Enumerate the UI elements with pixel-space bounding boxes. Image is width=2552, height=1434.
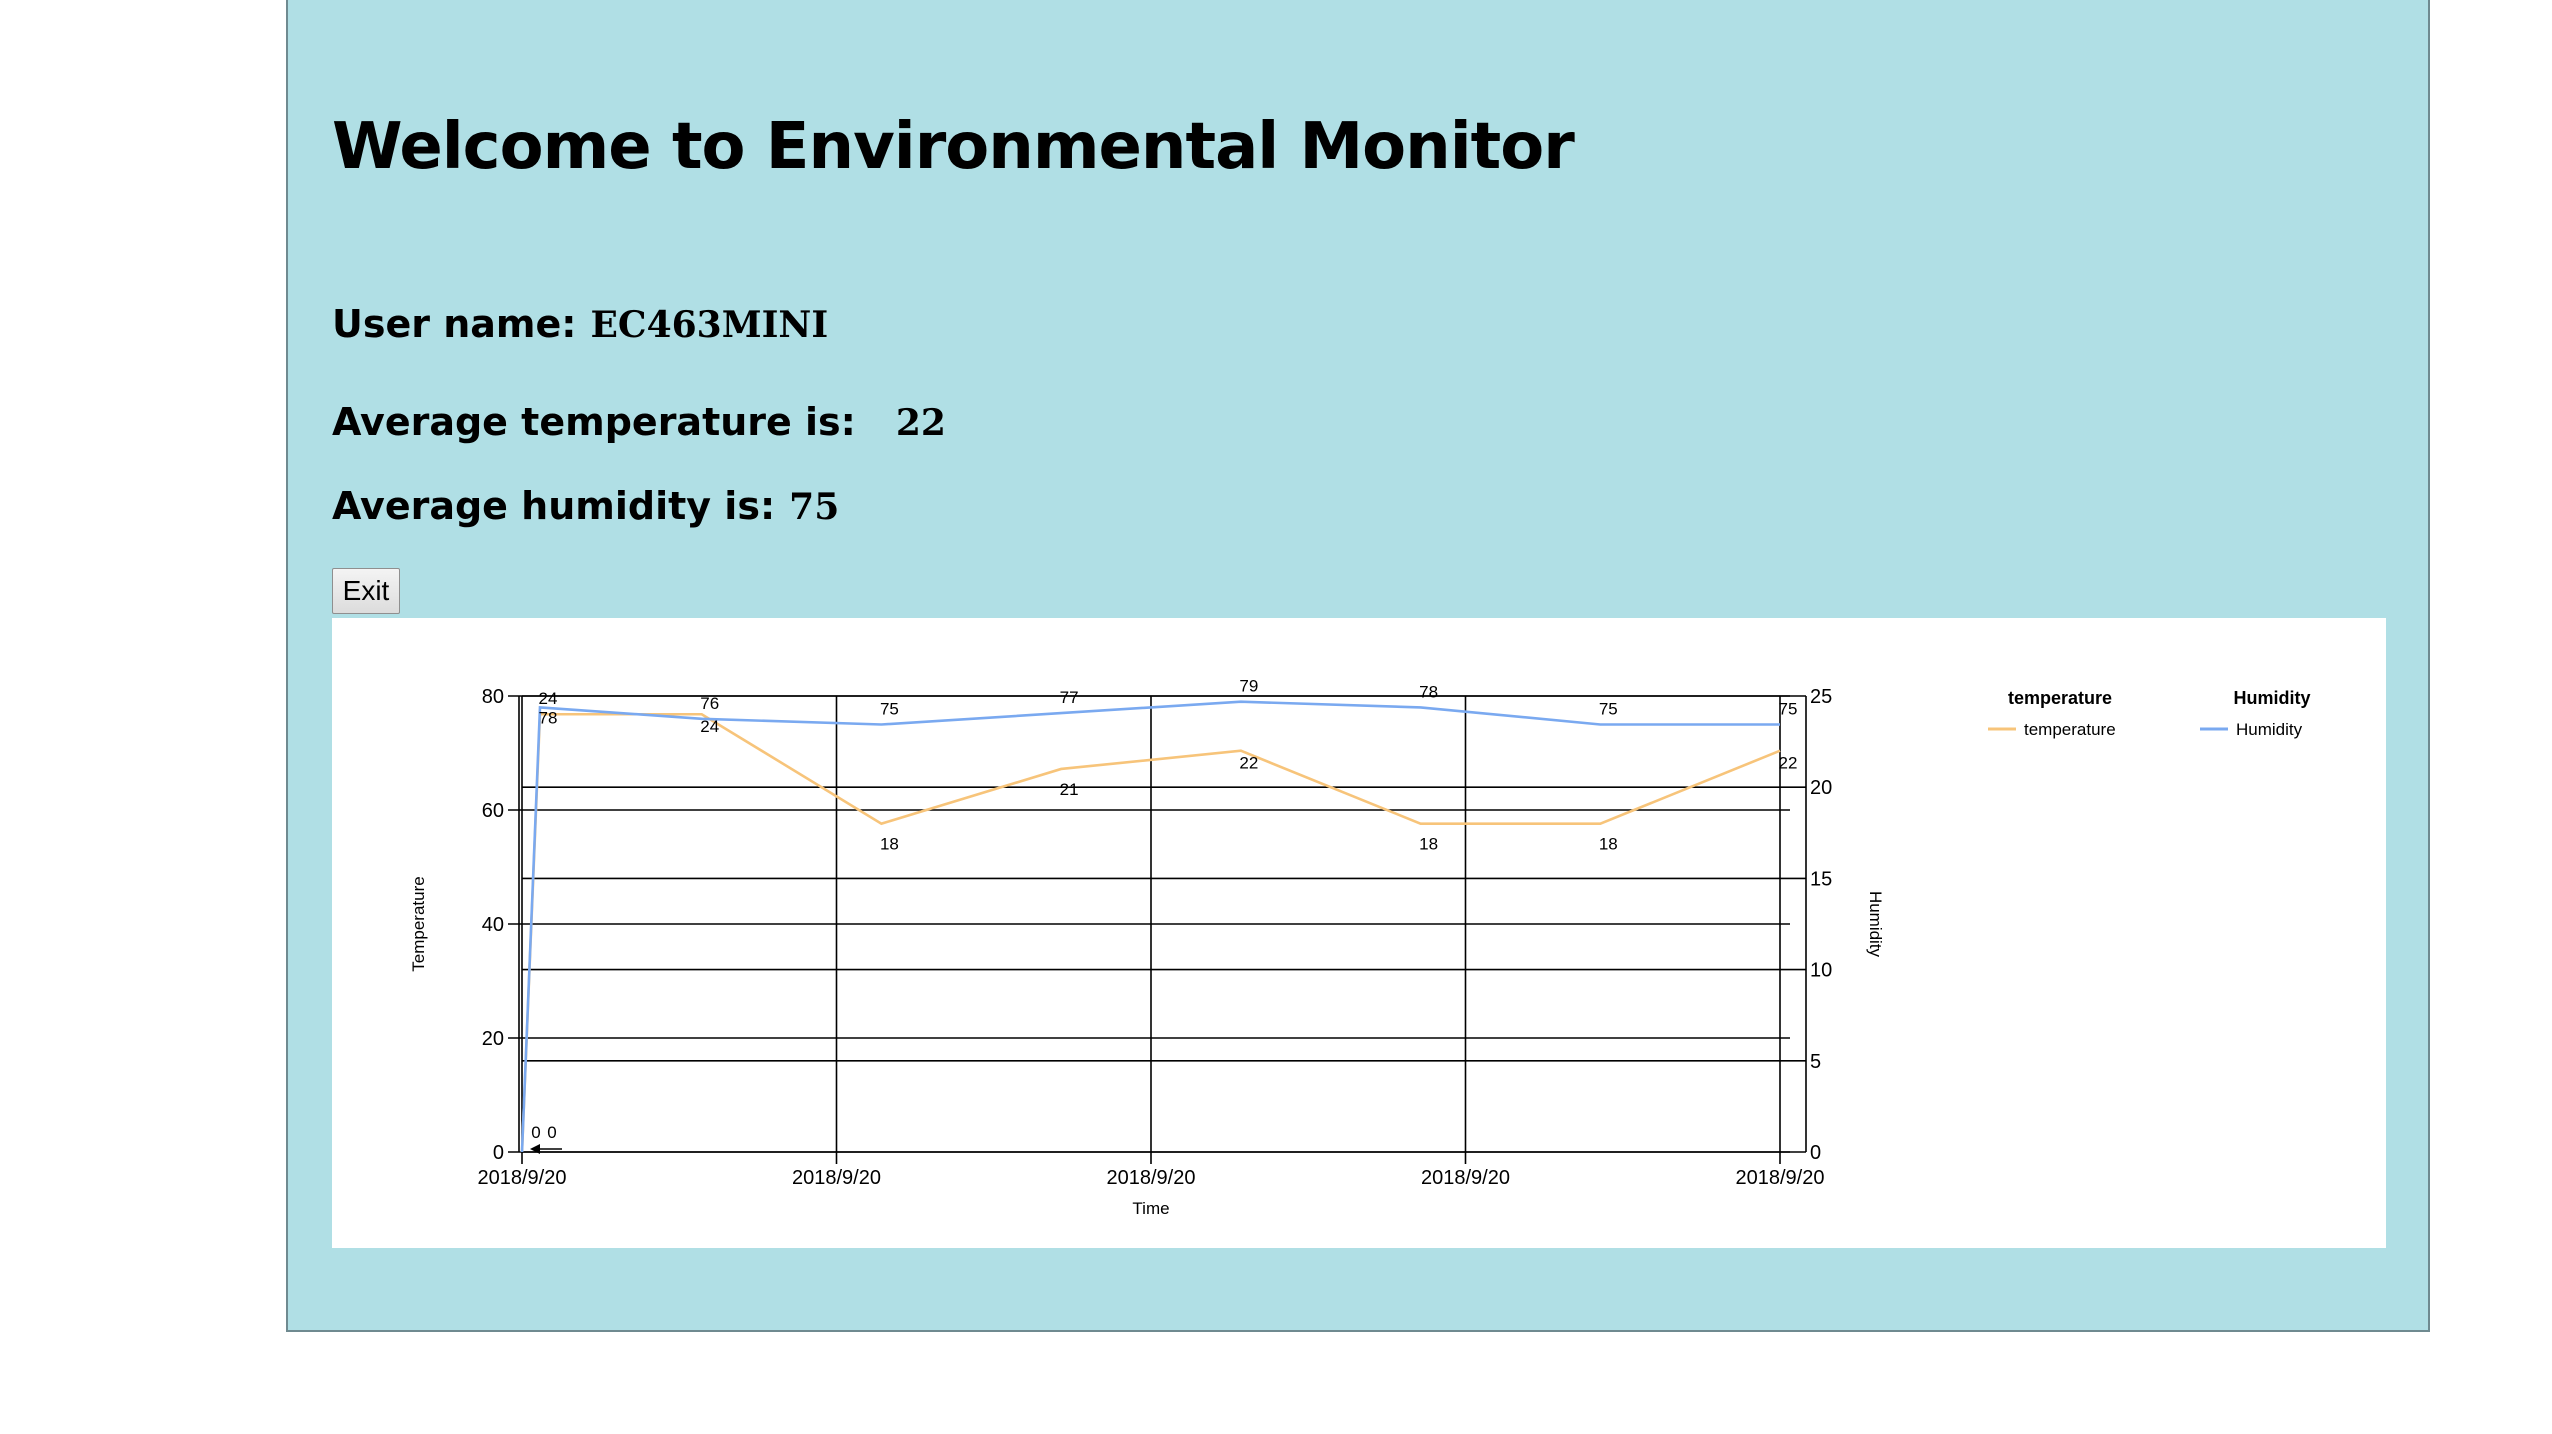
y-right-tick-label: 10 [1810,960,1832,982]
user-name-label: User name: [332,302,577,346]
average-temperature-row: Average temperature is: 22 [332,400,946,444]
data-label-temperature: 24 [539,689,558,708]
data-label-humidity: 76 [700,694,719,713]
page-title: Welcome to Environmental Monitor [332,110,1575,184]
data-label-temperature: 0 [547,1123,556,1142]
y-left-tick-label: 60 [482,800,504,822]
average-humidity-row: Average humidity is: 75 [332,484,839,528]
data-label-temperature: 18 [1599,835,1618,854]
x-axis-title: Time [1132,1199,1169,1218]
y-left-tick-label: 0 [493,1142,504,1164]
data-label-humidity: 75 [1779,700,1798,719]
main-panel: Welcome to Environmental Monitor User na… [286,0,2430,1332]
legend-title: temperature [2008,688,2112,708]
x-tick-label: 2018/9/20 [478,1167,567,1189]
y-left-tick-label: 20 [482,1028,504,1050]
legend-item-temperature: temperature [2024,720,2116,739]
y-left-tick-label: 80 [482,686,504,708]
y-right-tick-label: 5 [1810,1051,1821,1073]
average-humidity-label: Average humidity is: [332,484,776,528]
x-tick-label: 2018/9/20 [1421,1167,1510,1189]
exit-button[interactable]: Exit [332,568,400,614]
series-line-temperature [520,712,1781,1153]
x-tick-label: 2018/9/20 [1736,1167,1825,1189]
origin-arrow-head [530,1144,540,1154]
average-humidity-value: 75 [789,486,840,528]
x-tick-label: 2018/9/20 [1107,1167,1196,1189]
user-name-row: User name: EC463MINI [332,302,828,346]
y-left-axis-title: Temperature [409,876,428,971]
y-right-axis-title: Humidity [1866,891,1885,958]
data-label-temperature: 22 [1239,754,1258,773]
y-right-tick-label: 25 [1810,686,1832,708]
data-label-humidity: 75 [880,700,899,719]
data-label-humidity: 79 [1239,677,1258,696]
chart-area: 2018/9/20 2018/9/20 2018/9/20 2018/9/20 2018… [332,618,2386,1248]
data-label-temperature: 24 [700,717,719,736]
series-line-humidity [520,700,1780,1153]
environment-chart: 2018/9/20 2018/9/20 2018/9/20 2018/9/20 2018… [409,677,2311,1218]
data-label-humidity: 0 [531,1123,540,1142]
data-label-humidity: 75 [1599,700,1618,719]
average-temperature-label: Average temperature is: [332,400,856,444]
data-label-temperature: 18 [880,835,899,854]
y-right-tick-label: 15 [1810,868,1832,890]
data-label-temperature: 21 [1060,780,1079,799]
data-label-temperature: 18 [1419,835,1438,854]
user-name-value: EC463MINI [590,304,829,346]
legend-item-humidity: Humidity [2236,720,2303,739]
y-right-tick-label: 20 [1810,777,1832,799]
legend-title: Humidity [2233,688,2310,708]
data-label-humidity: 77 [1060,688,1079,707]
data-label-temperature: 22 [1779,754,1798,773]
x-tick-label: 2018/9/20 [792,1167,881,1189]
average-temperature-value: 22 [895,402,946,444]
data-label-humidity: 78 [539,708,558,727]
data-label-humidity: 78 [1419,682,1438,701]
y-left-tick-label: 40 [482,914,504,936]
y-right-tick-label: 0 [1810,1142,1821,1164]
